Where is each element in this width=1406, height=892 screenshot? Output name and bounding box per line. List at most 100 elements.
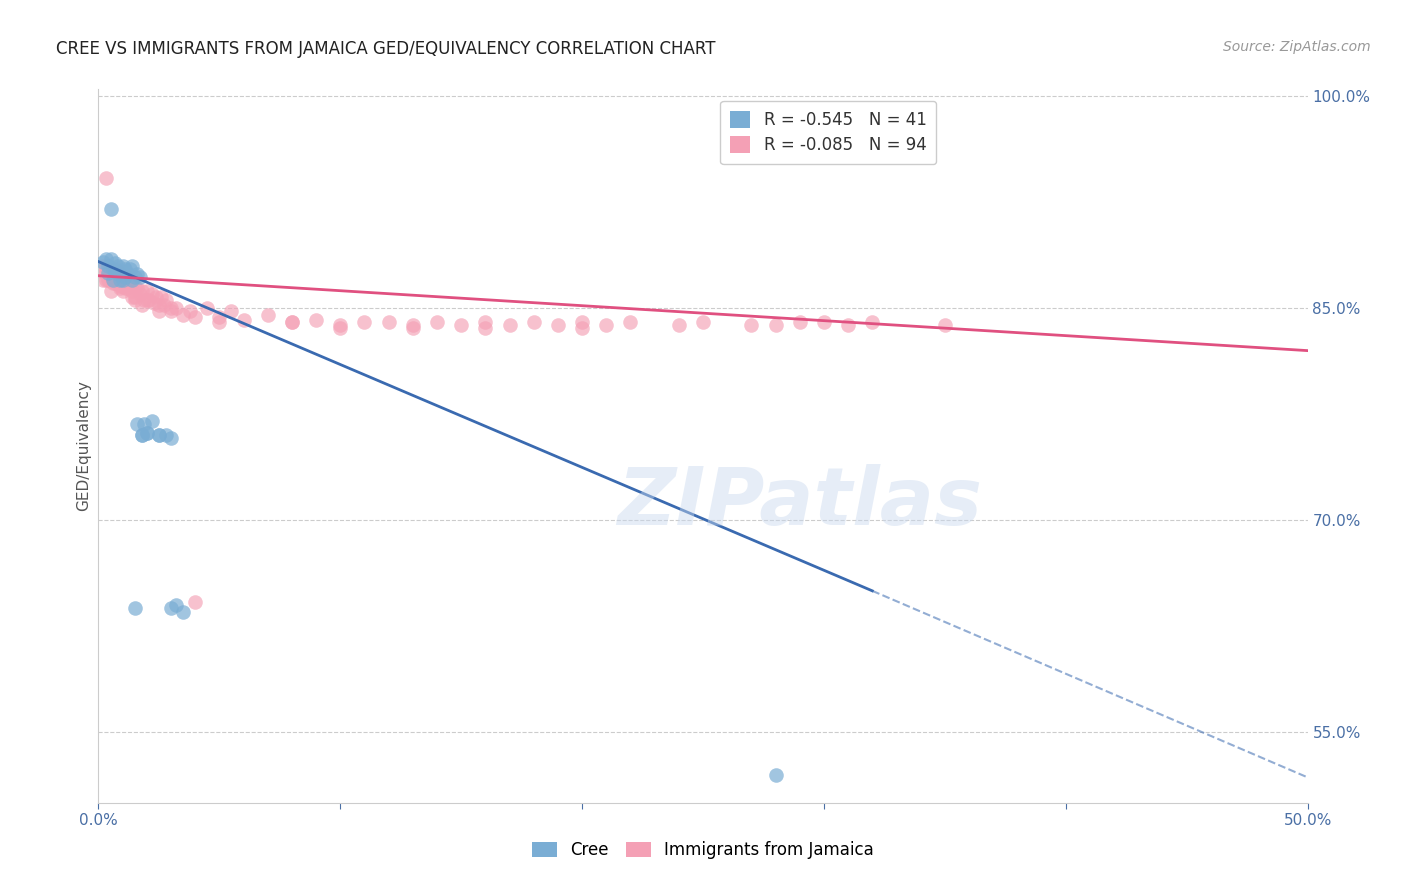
- Point: [128, 287, 150, 301]
- Point: [108, 273, 131, 287]
- Point: [97, 264, 120, 278]
- Point: [668, 318, 690, 333]
- Point: [813, 315, 835, 329]
- Point: [837, 318, 859, 333]
- Point: [121, 273, 143, 287]
- Point: [135, 425, 157, 440]
- Point: [172, 605, 194, 619]
- Point: [131, 428, 153, 442]
- Point: [134, 417, 156, 431]
- Point: [131, 285, 153, 299]
- Point: [305, 312, 328, 326]
- Point: [107, 264, 129, 278]
- Point: [121, 290, 143, 304]
- Point: [571, 315, 593, 329]
- Point: [91, 273, 114, 287]
- Point: [281, 315, 304, 329]
- Point: [474, 321, 496, 335]
- Point: [426, 315, 449, 329]
- Point: [111, 264, 134, 278]
- Point: [619, 315, 641, 329]
- Text: Source: ZipAtlas.com: Source: ZipAtlas.com: [1223, 40, 1371, 54]
- Point: [121, 276, 143, 290]
- Point: [114, 268, 136, 283]
- Point: [474, 315, 496, 329]
- Point: [111, 259, 134, 273]
- Point: [450, 318, 472, 333]
- Point: [377, 315, 399, 329]
- Point: [104, 276, 127, 290]
- Point: [94, 252, 117, 266]
- Point: [165, 301, 187, 316]
- Point: [172, 308, 194, 322]
- Point: [117, 266, 139, 280]
- Point: [208, 315, 231, 329]
- Point: [91, 254, 114, 268]
- Point: [141, 287, 163, 301]
- Point: [114, 261, 136, 276]
- Point: [860, 315, 883, 329]
- Point: [101, 264, 124, 278]
- Point: [148, 428, 170, 442]
- Point: [329, 321, 352, 335]
- Point: [256, 308, 278, 322]
- Point: [131, 298, 153, 312]
- Point: [118, 261, 141, 276]
- Point: [135, 293, 157, 307]
- Point: [150, 290, 173, 304]
- Point: [143, 295, 166, 310]
- Point: [114, 270, 136, 285]
- Point: [135, 285, 157, 299]
- Point: [108, 281, 131, 295]
- Point: [124, 280, 146, 294]
- Point: [165, 598, 187, 612]
- Point: [127, 268, 149, 282]
- Point: [90, 264, 112, 278]
- Point: [127, 417, 149, 431]
- Point: [134, 293, 156, 307]
- Point: [128, 270, 150, 285]
- Point: [155, 428, 177, 442]
- Point: [114, 281, 136, 295]
- Point: [101, 276, 124, 290]
- Point: [104, 261, 127, 276]
- Point: [97, 259, 120, 273]
- Point: [402, 318, 425, 333]
- Point: [789, 315, 811, 329]
- Point: [107, 268, 129, 282]
- Point: [108, 268, 131, 282]
- Point: [402, 321, 425, 335]
- Point: [221, 304, 243, 318]
- Point: [124, 600, 146, 615]
- Point: [571, 321, 593, 335]
- Point: [91, 259, 114, 273]
- Point: [111, 273, 134, 287]
- Point: [595, 318, 617, 333]
- Point: [232, 312, 254, 326]
- Point: [152, 298, 174, 312]
- Text: CREE VS IMMIGRANTS FROM JAMAICA GED/EQUIVALENCY CORRELATION CHART: CREE VS IMMIGRANTS FROM JAMAICA GED/EQUI…: [56, 40, 716, 58]
- Point: [131, 428, 153, 442]
- Point: [179, 304, 201, 318]
- Point: [155, 293, 177, 307]
- Point: [107, 276, 129, 290]
- Point: [184, 595, 207, 609]
- Point: [97, 266, 120, 280]
- Point: [138, 293, 160, 307]
- Point: [329, 318, 352, 333]
- Point: [108, 264, 131, 278]
- Point: [135, 425, 157, 440]
- Legend: Cree, Immigrants from Jamaica: Cree, Immigrants from Jamaica: [526, 835, 880, 866]
- Point: [160, 304, 183, 318]
- Point: [100, 202, 122, 217]
- Point: [160, 301, 183, 316]
- Point: [107, 259, 129, 273]
- Point: [692, 315, 714, 329]
- Point: [101, 273, 124, 287]
- Point: [934, 318, 956, 333]
- Point: [765, 318, 787, 333]
- Point: [94, 273, 117, 287]
- Point: [97, 273, 120, 287]
- Point: [100, 270, 122, 285]
- Point: [195, 301, 218, 316]
